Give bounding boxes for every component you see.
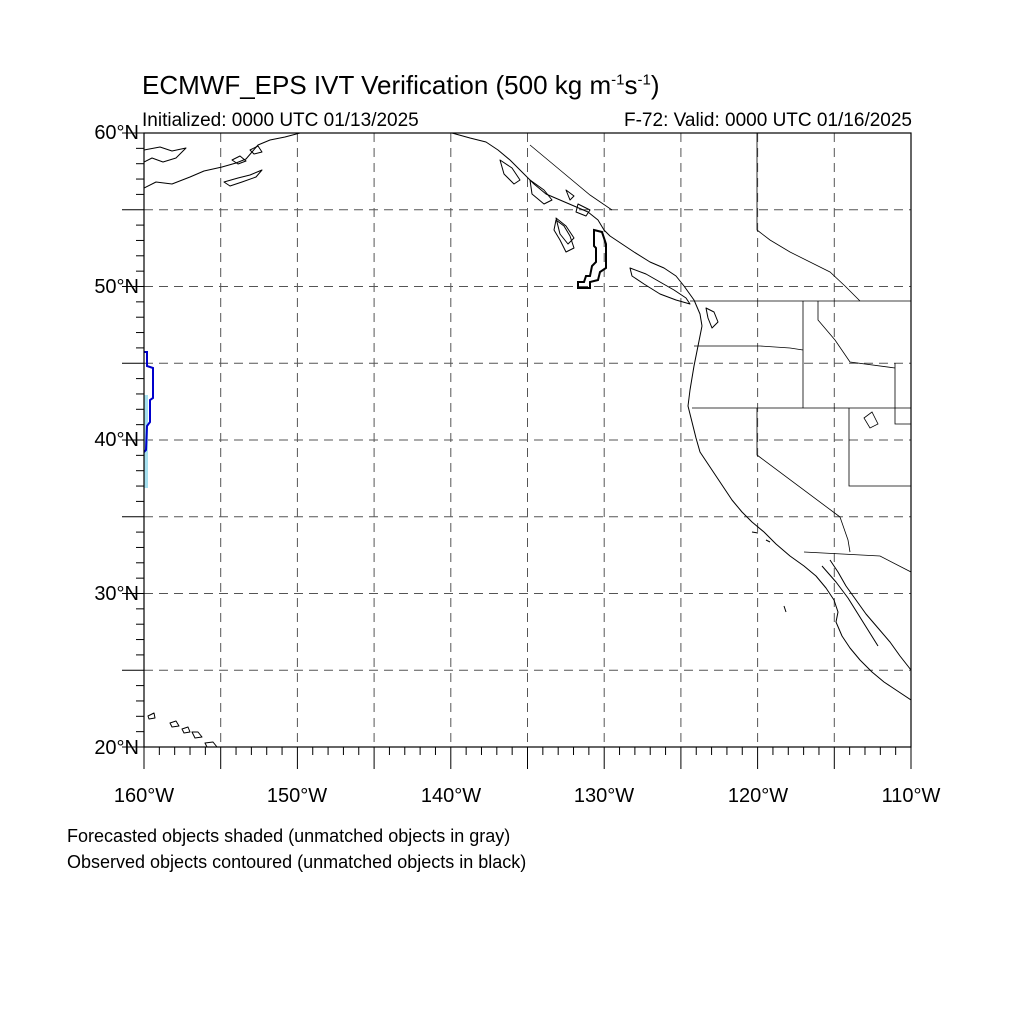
note-observed: Observed objects contoured (unmatched ob… bbox=[67, 852, 527, 872]
lon-label-120w: 120°W bbox=[727, 785, 789, 807]
lon-label-160w: 160°W bbox=[113, 785, 175, 807]
lat-label-40: 40°N bbox=[94, 429, 139, 451]
lat-label-30: 30°N bbox=[94, 583, 139, 605]
lat-label-50: 50°N bbox=[94, 276, 139, 298]
lon-label-130w: 130°W bbox=[573, 785, 635, 807]
map-frame bbox=[143, 132, 912, 748]
map-title: ECMWF_EPS IVT Verification (500 kg m-1s-… bbox=[142, 70, 660, 100]
axis-ticks bbox=[122, 132, 912, 769]
coastline-gulf-of-california bbox=[821, 559, 911, 671]
lake-great-salt bbox=[863, 411, 879, 429]
lat-label-20: 20°N bbox=[94, 737, 139, 759]
coastline-alaska bbox=[144, 133, 301, 189]
lon-label-110w: 110°W bbox=[881, 785, 941, 807]
islands-channel bbox=[751, 531, 787, 613]
islands-hawaii bbox=[147, 712, 218, 747]
border-alberta-bc bbox=[756, 133, 861, 302]
puget-sound bbox=[705, 307, 719, 329]
coastline-alaska-islands bbox=[223, 145, 263, 187]
graticule-grid bbox=[144, 133, 911, 747]
island-haida-gwaii bbox=[553, 219, 575, 253]
lon-label-140w: 140°W bbox=[420, 785, 482, 807]
valid-time-label: F-72: Valid: 0000 UTC 01/16/2025 bbox=[624, 110, 912, 131]
observed-object-unmatched bbox=[577, 228, 607, 289]
initialized-label: Initialized: 0000 UTC 01/13/2025 bbox=[142, 110, 419, 131]
note-forecast: Forecasted objects shaded (unmatched obj… bbox=[67, 826, 511, 846]
lon-label-150w: 150°W bbox=[266, 785, 328, 807]
coastline-panhandle-islands bbox=[499, 159, 591, 245]
border-yukon-bc bbox=[529, 144, 613, 211]
island-vancouver bbox=[629, 267, 691, 305]
coastline-west-us bbox=[687, 325, 911, 701]
coastline-panhandle bbox=[451, 133, 703, 327]
lat-label-60: 60°N bbox=[94, 122, 139, 144]
border-states bbox=[692, 301, 911, 573]
observed-object-matched bbox=[144, 351, 154, 453]
